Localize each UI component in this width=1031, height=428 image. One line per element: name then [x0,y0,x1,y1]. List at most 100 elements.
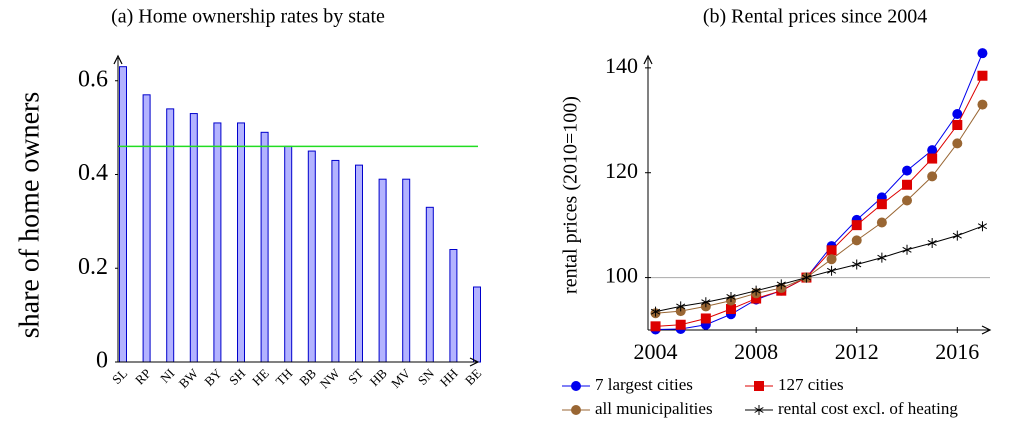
x-tick-label: SN [415,365,438,388]
marker [952,138,963,149]
marker [851,235,862,246]
marker [801,272,812,283]
bar [237,122,245,363]
bar [425,206,434,363]
y-tick-label: 0.2 [78,254,108,280]
bar [260,131,269,363]
marker [826,265,837,276]
x-tick-label: BY [201,365,225,389]
x-tick-label: 2016 [935,339,979,364]
marker [676,301,686,312]
marker [754,405,764,415]
marker [701,297,711,308]
marker [952,230,962,241]
marker [927,153,938,164]
marker [952,120,963,131]
marker [776,279,786,290]
marker [977,221,988,232]
marker [826,245,837,256]
y-tick-label: 0.4 [78,160,108,186]
marker [650,321,661,332]
marker [751,285,761,296]
y-tick-label: 140 [605,53,638,78]
marker [927,145,938,156]
marker [751,293,762,304]
x-tick-label: MV [388,365,414,391]
bar [355,164,363,363]
x-tick-label: BE [462,366,484,388]
bar [119,66,127,363]
x-tick-label: TH [273,366,296,389]
marker [754,381,764,391]
axis-arrow [469,357,480,367]
marker [675,319,686,330]
y-tick-label: 100 [605,263,638,288]
bar [142,94,151,363]
bar [473,286,481,363]
marker [876,217,887,228]
series-line [655,52,983,330]
x-tick-label: HB [366,365,390,389]
marker [725,304,736,315]
x-tick-label: 2012 [835,339,879,364]
bar [402,178,411,363]
y-tick-label: 0.6 [78,66,108,92]
x-tick-label: NW [317,365,343,391]
marker [977,99,988,110]
x-tick-label: HE [249,366,272,389]
series-line [655,104,983,314]
legend-label: 127 cities [778,375,844,394]
chart-title: (b) Rental prices since 2004 [703,6,927,28]
y-axis-label: share of home owners [14,92,45,338]
x-tick-label: NI [157,366,177,386]
legend-label: all municipalities [595,399,713,418]
marker [902,165,913,176]
x-tick-label: ST [345,366,366,387]
marker [700,313,711,324]
marker [726,291,736,302]
x-tick-label: SH [226,366,248,388]
x-tick-label: HH [437,366,461,390]
legend-label: 7 largest cities [595,375,693,394]
axis-arrow [981,325,992,335]
marker [902,244,912,255]
y-tick-label: 120 [605,158,638,183]
x-tick-label: RP [132,366,154,388]
axis-arrow [113,54,123,65]
marker [826,254,837,265]
marker [650,306,661,317]
bar [449,249,458,363]
x-tick-label: 2008 [734,339,778,364]
chart-title: (a) Home ownership rates by state [111,6,385,28]
marker [952,109,963,119]
axis-arrow [643,54,653,65]
marker [977,48,988,59]
series-line [655,75,983,327]
x-tick-label: BB [296,365,319,388]
legend-label: rental cost excl. of heating [778,399,958,418]
bar [378,178,387,363]
bar [189,113,198,363]
y-tick-label: 0 [96,348,108,374]
x-tick-label: SL [109,366,130,387]
x-tick-label: BW [176,365,202,391]
bar [331,159,340,363]
marker [902,195,913,206]
bar [284,145,293,363]
marker [851,220,862,231]
bar [213,122,222,363]
series-line [655,225,983,313]
y-axis-label: rental prices (2010=100) [560,96,582,294]
marker [876,199,887,210]
marker [977,70,988,81]
marker [571,405,581,415]
marker [877,252,887,263]
marker [927,237,937,248]
x-tick-label: 2004 [634,339,678,364]
marker [902,179,913,190]
bar [307,150,316,363]
marker [927,171,938,182]
marker [852,259,862,270]
marker [571,381,581,391]
